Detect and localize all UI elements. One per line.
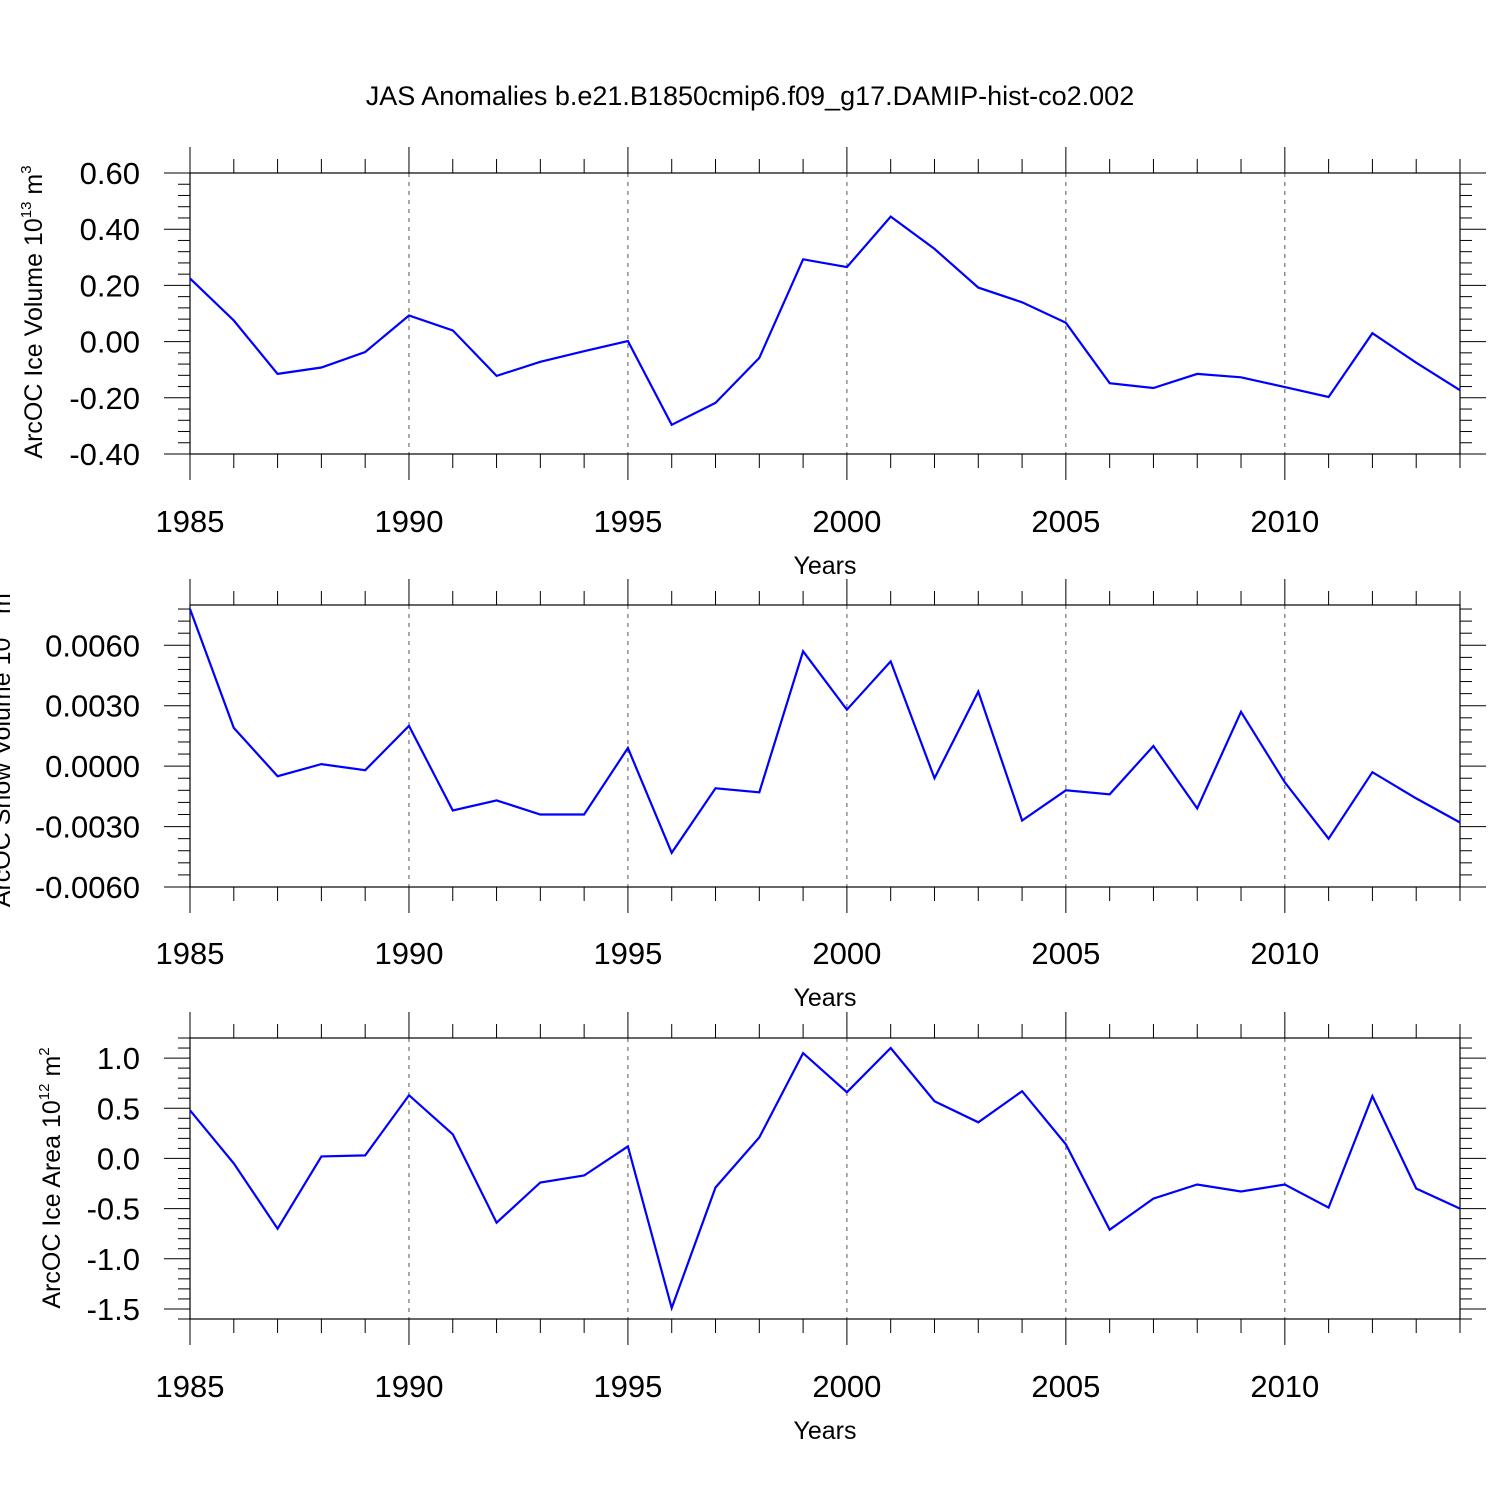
- x-tick-label: 1995: [593, 504, 662, 539]
- y-axis-label: ArcOC Ice Area 1012 m2: [36, 1047, 66, 1308]
- y-tick-label: -0.0060: [35, 870, 140, 905]
- series-line: [188, 608, 1461, 856]
- x-tick-label: 2010: [1250, 936, 1319, 971]
- y-tick-label: 0.0000: [45, 749, 140, 784]
- x-axis-label: Years: [793, 1417, 856, 1445]
- y-tick-label: -0.20: [69, 381, 140, 416]
- y-tick-label: -0.5: [87, 1192, 140, 1227]
- x-tick-label: 2010: [1250, 1369, 1319, 1404]
- y-tick-label: 0.40: [80, 212, 140, 247]
- y-axis-label: ArcOC Ice Volume 1013 m3: [18, 165, 48, 458]
- y-tick-label: 0.5: [97, 1091, 140, 1126]
- x-tick-label: 2005: [1031, 936, 1100, 971]
- series-line: [189, 215, 1461, 427]
- y-tick-label: 0.20: [80, 268, 140, 303]
- plot-frame: [189, 172, 1461, 455]
- y-tick-label: 0.00: [80, 325, 140, 360]
- panel-ice-area: -1.5 -1.0 -0.5 0.0 0.5 1.0 1985 1990 1995 2000 200…: [36, 1012, 1486, 1445]
- x-tick-label: 2005: [1031, 1369, 1100, 1404]
- x-axis-label: Years: [793, 984, 856, 1012]
- x-tick-label: 1990: [374, 1369, 443, 1404]
- y-tick-label: -1.5: [87, 1292, 140, 1327]
- y-tick-label: -0.0030: [35, 810, 140, 845]
- x-tick-label: 1990: [374, 504, 443, 539]
- series-line: [189, 1046, 1461, 1312]
- plot-frame: [189, 604, 1461, 888]
- x-tick-label: 2010: [1250, 504, 1319, 539]
- y-tick-label: 1.0: [97, 1041, 140, 1076]
- x-tick-label: 2000: [812, 504, 881, 539]
- x-axis-label: Years: [793, 552, 856, 580]
- x-tick-label: 2000: [812, 1369, 881, 1404]
- x-tick-label: 1990: [374, 936, 443, 971]
- x-tick-label: 1985: [156, 1369, 225, 1404]
- panel-ice-volume: -0.40 -0.20 0.00 0.20 0.40 0.60 1985 1990 1995 20…: [18, 147, 1486, 580]
- y-tick-label: -1.0: [87, 1242, 140, 1277]
- x-tick-label: 1995: [593, 936, 662, 971]
- y-tick-label: -0.40: [69, 437, 140, 472]
- x-tick-label: 1995: [593, 1369, 662, 1404]
- x-tick-label: 2005: [1031, 504, 1100, 539]
- panel-snow-volume: -0.0060 -0.0030 0.0000 0.0030 0.0060 1985 1990…: [0, 579, 1486, 1012]
- y-axis-label: ArcOC Snow Volume 1013 m3: [0, 585, 16, 907]
- x-tick-label: 2000: [812, 936, 881, 971]
- y-tick-label: 0.0060: [45, 628, 140, 663]
- y-tick-label: 0.0030: [45, 689, 140, 724]
- y-tick-label: 0.0: [97, 1141, 140, 1176]
- x-tick-label: 1985: [156, 504, 225, 539]
- chart-title: JAS Anomalies b.e21.B1850cmip6.f09_g17.D…: [366, 81, 1134, 111]
- y-tick-label: 0.60: [80, 156, 140, 191]
- x-tick-label: 1985: [156, 936, 225, 971]
- plot-frame: [189, 1037, 1461, 1320]
